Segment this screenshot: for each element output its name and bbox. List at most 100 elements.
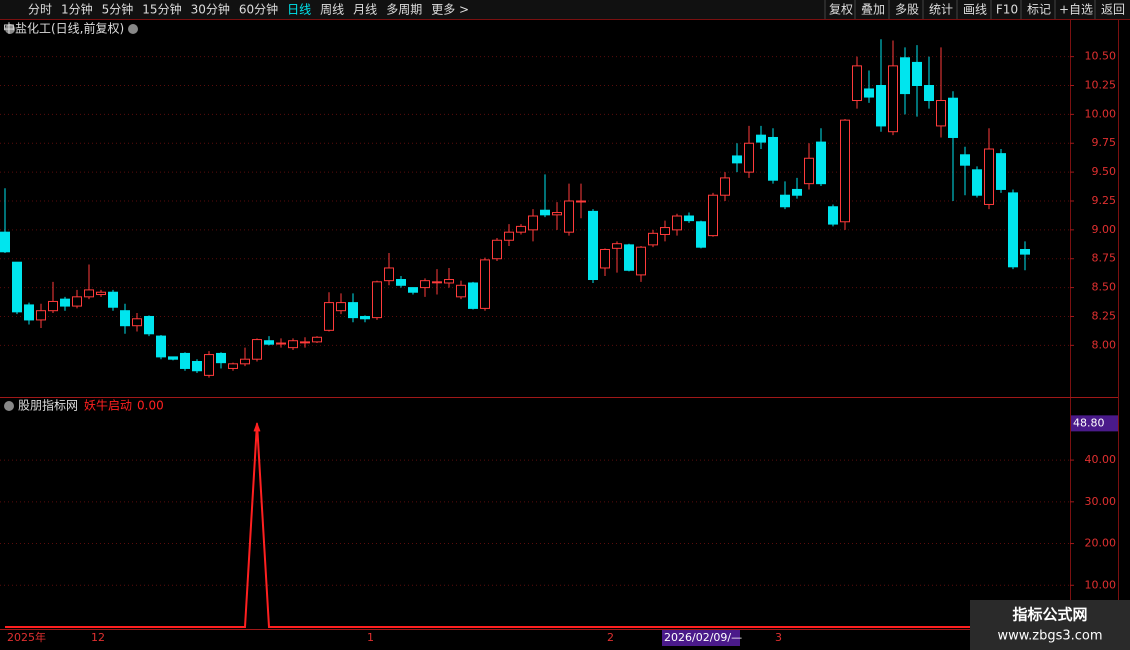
candle-body: [828, 206, 838, 225]
candle-body: [120, 310, 130, 327]
candle-body: [888, 65, 898, 133]
candle-body: [792, 188, 802, 196]
candle-body: [300, 341, 310, 344]
candle-body: [492, 239, 502, 260]
candle-body: [876, 85, 886, 127]
candle-body: [0, 231, 10, 253]
y-tick-label: 40.00: [1085, 453, 1117, 466]
x-tick-label: 2: [607, 631, 614, 644]
toolbar-item[interactable]: 分时: [28, 3, 52, 17]
toolbar-item[interactable]: 统计: [929, 3, 953, 17]
toolbar-item[interactable]: 多股: [895, 3, 919, 17]
toolbar-item[interactable]: +自选: [1059, 3, 1093, 17]
highlight-bg: [1071, 415, 1118, 432]
toolbar-item[interactable]: 30分钟: [191, 2, 230, 17]
candle-body: [324, 302, 334, 331]
candle-body: [384, 267, 394, 282]
candle-body: [480, 259, 490, 309]
toolbar-item[interactable]: 15分钟: [142, 2, 181, 17]
candle-body: [420, 280, 430, 289]
candle-body: [60, 298, 70, 307]
candle-body: [336, 302, 346, 312]
toolbar-item[interactable]: 叠加: [861, 3, 885, 17]
y-tick-label: 8.75: [1092, 252, 1117, 265]
toolbar-item[interactable]: 多周期: [386, 3, 422, 17]
y-tick-label: 10.50: [1085, 50, 1117, 63]
toolbar-item[interactable]: 返回: [1101, 3, 1125, 17]
x-tick-label: 3: [775, 631, 782, 644]
legend-value: 0.00: [137, 399, 164, 413]
candle-body: [276, 342, 286, 345]
main-title: 中盐化工(日线,前复权): [3, 21, 124, 36]
candle-body: [252, 339, 262, 360]
toolbar-item[interactable]: 画线: [963, 3, 987, 17]
y-tick-label: 9.00: [1092, 223, 1117, 236]
candle-body: [96, 291, 106, 296]
candle-body: [936, 100, 946, 127]
candle-body: [432, 281, 442, 284]
candle-body: [816, 141, 826, 185]
menu-icon[interactable]: [5, 24, 15, 34]
watermark-url: www.zbgs3.com: [997, 629, 1102, 644]
candle-body: [528, 215, 538, 231]
highlight-label: 48.80: [1073, 416, 1105, 429]
candle-body: [804, 157, 814, 185]
candle-body: [852, 65, 862, 102]
y-tick-label: 10.25: [1085, 79, 1117, 92]
candle-body: [108, 291, 118, 308]
candle-body: [156, 335, 166, 358]
candle-body: [348, 302, 358, 319]
candle-body: [456, 284, 466, 298]
toolbar-item[interactable]: F10: [996, 3, 1018, 17]
candle-body: [960, 154, 970, 166]
candle-body: [660, 227, 670, 235]
watermark-bg: [970, 600, 1130, 650]
candle-body: [720, 177, 730, 196]
toolbar-item[interactable]: 复权: [829, 3, 853, 17]
toolbar-item[interactable]: 5分钟: [102, 2, 134, 17]
y-tick-label: 30.00: [1085, 495, 1117, 508]
candle-body: [684, 215, 694, 222]
toolbar-item[interactable]: 1分钟: [61, 2, 93, 17]
menu-icon[interactable]: [4, 401, 14, 411]
candle-body: [612, 243, 622, 249]
x-tick-label: 1: [367, 631, 374, 644]
candle-body: [228, 363, 238, 369]
x-tick-label: 12: [91, 631, 105, 644]
candle-body: [756, 134, 766, 143]
candle-body: [408, 287, 418, 293]
candle-body: [780, 194, 790, 208]
candle-body: [216, 352, 226, 364]
toolbar-item[interactable]: 标记: [1027, 3, 1051, 17]
candle-body: [204, 354, 214, 376]
candle-body: [312, 336, 322, 343]
candle-body: [192, 361, 202, 372]
menu-icon[interactable]: [128, 24, 138, 34]
candle-body: [504, 231, 514, 241]
candle-body: [240, 358, 250, 365]
candle-body: [972, 169, 982, 196]
toolbar-item[interactable]: 日线: [287, 3, 311, 17]
candle-body: [912, 61, 922, 87]
toolbar-item[interactable]: 月线: [353, 3, 377, 17]
toolbar-item[interactable]: 60分钟: [239, 2, 278, 17]
candle-body: [168, 356, 178, 360]
toolbar-item[interactable]: 更多 >: [431, 3, 469, 17]
toolbar-item[interactable]: 周线: [320, 3, 344, 17]
candle-body: [600, 248, 610, 269]
candle-body: [648, 232, 658, 246]
y-tick-label: 9.75: [1092, 136, 1117, 149]
candle-body: [72, 296, 82, 307]
y-tick-label: 9.50: [1092, 165, 1117, 178]
candle-body: [396, 279, 406, 286]
candle-body: [576, 200, 586, 203]
candle-body: [924, 85, 934, 102]
toolbar-bg: [0, 0, 1130, 19]
y-tick-label: 20.00: [1085, 537, 1117, 550]
cursor-date: 2026/02/09/—: [664, 631, 742, 644]
candle-body: [744, 142, 754, 173]
candle-body: [996, 153, 1006, 190]
candle-body: [552, 212, 562, 216]
y-tick-label: 8.50: [1092, 281, 1117, 294]
